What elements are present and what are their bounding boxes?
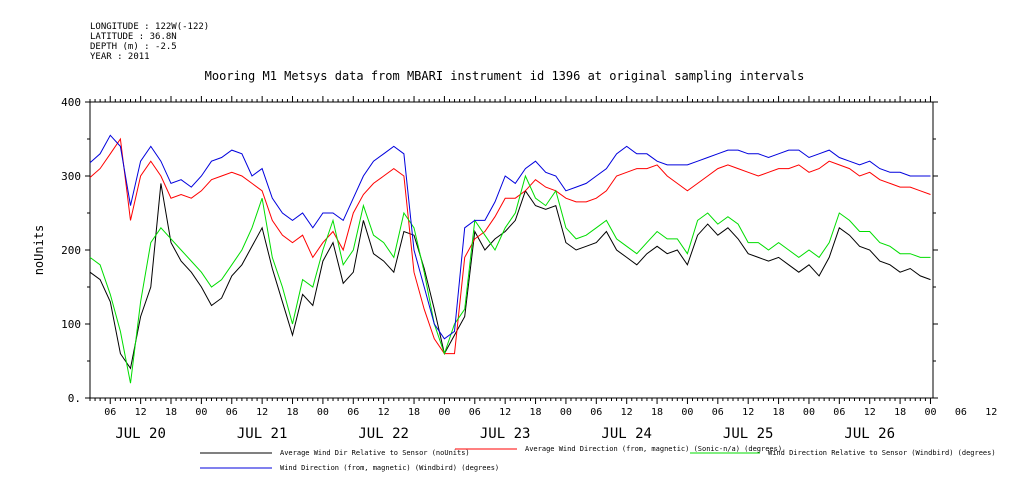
y-tick-label: 300 (61, 170, 81, 183)
depth-label: DEPTH (m) : -2.5 (90, 42, 177, 52)
x-tick-label: 06 (104, 407, 116, 418)
day-label: JUL 25 (723, 426, 774, 442)
legend-label-3: Wind Direction Relative to Sensor (Windb… (768, 449, 996, 457)
x-tick-label: 00 (317, 407, 329, 418)
x-tick-label: 12 (742, 407, 754, 418)
x-tick-label: 00 (924, 407, 936, 418)
x-tick-label: 18 (165, 407, 177, 418)
x-tick-label: 06 (469, 407, 481, 418)
x-tick-label: 06 (833, 407, 845, 418)
chart-title: Mooring M1 Metsys data from MBARI instru… (204, 69, 805, 83)
day-label: JUL 23 (480, 426, 531, 442)
day-label: JUL 22 (358, 426, 409, 442)
x-tick-label: 06 (347, 407, 359, 418)
x-tick-label: 06 (226, 407, 238, 418)
series-line-3 (89, 174, 931, 384)
x-tick-label: 00 (195, 407, 207, 418)
x-tick-label: 12 (378, 407, 390, 418)
x-tick-label: 00 (438, 407, 450, 418)
legend-label-4: Wind Direction (from, magnetic) (Windbir… (280, 464, 499, 472)
latitude-label: LATITUDE : 36.8N (90, 32, 177, 42)
y-tick-label: 0. (68, 392, 81, 405)
y-axis-label: noUnits (32, 225, 46, 276)
longitude-label: LONGITUDE : 122W(-122) (90, 22, 210, 32)
series-line-1 (89, 183, 931, 370)
x-tick-label: 00 (803, 407, 815, 418)
x-tick-label: 18 (773, 407, 785, 418)
legend-label-1: Average Wind Dir Relative to Sensor (noU… (280, 449, 470, 457)
x-tick-label: 12 (985, 407, 997, 418)
day-label: JUL 21 (237, 426, 288, 442)
x-tick-label: 18 (651, 407, 663, 418)
x-tick-label: 12 (256, 407, 268, 418)
x-tick-label: 12 (135, 407, 147, 418)
legend-label-2: Average Wind Direction (from, magnetic) … (525, 445, 782, 453)
x-tick-label: 12 (621, 407, 633, 418)
y-tick-label: 200 (61, 244, 81, 257)
x-tick-label: 18 (408, 407, 420, 418)
plot-frame (89, 101, 934, 399)
x-tick-label: 12 (499, 407, 511, 418)
day-label: JUL 24 (601, 426, 652, 442)
x-tick-label: 18 (286, 407, 298, 418)
x-tick-label: 06 (712, 407, 724, 418)
series-line-2 (89, 137, 931, 355)
y-tick-label: 100 (61, 318, 81, 331)
day-label: JUL 26 (844, 426, 895, 442)
x-tick-label: 06 (590, 407, 602, 418)
year-label: YEAR : 2011 (90, 52, 150, 62)
x-tick-label: 00 (681, 407, 693, 418)
x-tick-label: 00 (560, 407, 572, 418)
x-tick-label: 18 (894, 407, 906, 418)
x-tick-label: 18 (530, 407, 542, 418)
series-line-4 (89, 134, 931, 340)
y-tick-label: 400 (61, 96, 81, 109)
x-tick-label: 06 (955, 407, 967, 418)
x-tick-label: 12 (864, 407, 876, 418)
day-label: JUL 20 (115, 426, 166, 442)
